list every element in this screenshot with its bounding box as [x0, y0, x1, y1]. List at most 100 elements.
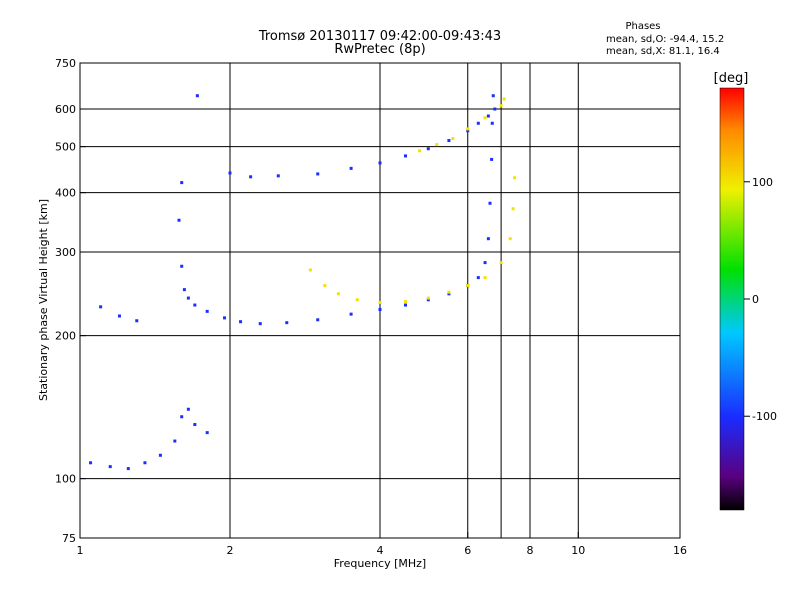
data-point [276, 174, 280, 178]
data-point [483, 261, 487, 265]
data-point [117, 314, 121, 318]
data-point [502, 97, 506, 101]
colorbar [719, 87, 745, 511]
colorbar-unit-label: [deg] [714, 71, 749, 86]
data-point [249, 175, 253, 179]
data-point [158, 453, 162, 457]
x-tick-label: 6 [464, 544, 471, 557]
data-point [447, 290, 451, 294]
data-point [143, 461, 147, 465]
data-point [349, 312, 353, 316]
grid [80, 63, 680, 538]
data-point [490, 121, 494, 125]
colorbar-tick-label: 0 [752, 293, 759, 306]
data-point [195, 94, 199, 98]
data-point [426, 298, 430, 302]
data-point [426, 147, 430, 151]
chart-subtitle: RwPretec (8p) [334, 42, 425, 57]
data-point [186, 296, 190, 300]
x-tick-label: 16 [673, 544, 687, 557]
y-tick-label: 75 [62, 532, 76, 545]
x-axis: 1 2 4 6 8 10 16 [77, 532, 687, 557]
data-point [135, 319, 139, 323]
data-point [499, 261, 503, 265]
data-point [447, 292, 451, 296]
colorbar-tick-label: -100 [752, 410, 777, 423]
data-point [403, 154, 407, 158]
data-point [316, 318, 320, 322]
data-point [239, 320, 243, 324]
data-point [108, 465, 112, 469]
data-point [466, 127, 470, 131]
y-axis: 75 100 200 300 400 500 600 750 [55, 57, 86, 545]
data-point [180, 415, 184, 419]
data-point [378, 308, 382, 312]
data-points [89, 94, 517, 471]
data-point [378, 161, 382, 165]
data-point [466, 284, 470, 288]
data-point [490, 157, 494, 161]
data-point [89, 461, 93, 465]
phases-o-stats: mean, sd,O: -94.4, 15.2 [606, 34, 724, 45]
y-tick-label: 200 [55, 330, 76, 343]
data-point [513, 176, 517, 180]
x-tick-label: 10 [571, 544, 585, 557]
y-tick-label: 100 [55, 473, 76, 486]
data-point [223, 316, 227, 320]
data-point [180, 181, 184, 185]
data-point [126, 467, 130, 471]
data-point [316, 172, 320, 176]
data-point [466, 129, 470, 133]
colorbar-ticks: 100 0 -100 [744, 176, 777, 423]
data-point [205, 431, 209, 435]
data-point [511, 207, 515, 211]
chart-title: Tromsø 20130117 09:42:00-09:43:43 [258, 29, 501, 44]
data-point [508, 237, 512, 241]
data-point [336, 292, 340, 296]
colorbar-tick-label: 100 [752, 176, 773, 189]
phases-heading: Phases [625, 21, 660, 32]
x-tick-label: 8 [527, 544, 534, 557]
data-point [205, 309, 209, 313]
data-point [476, 276, 480, 280]
data-point [451, 137, 455, 141]
data-point [447, 139, 451, 143]
data-point [177, 218, 181, 222]
data-point [285, 321, 289, 325]
data-point [228, 171, 232, 175]
y-tick-label: 500 [55, 141, 76, 154]
y-axis-label: Stationary phase Virtual Height [km] [37, 199, 50, 401]
data-point [403, 303, 407, 307]
data-point [193, 303, 197, 307]
x-axis-label: Frequency [MHz] [334, 557, 426, 570]
data-point [99, 305, 103, 309]
y-tick-label: 600 [55, 103, 76, 116]
data-point [258, 322, 262, 326]
data-point [493, 107, 497, 111]
data-point [486, 237, 490, 241]
y-tick-label: 400 [55, 187, 76, 200]
x-tick-label: 2 [227, 544, 234, 557]
x-tick-label: 4 [377, 544, 384, 557]
data-point [323, 284, 327, 288]
data-point [417, 149, 421, 153]
data-point [435, 143, 439, 147]
data-point [483, 276, 487, 280]
data-point [173, 439, 177, 443]
y-tick-label: 750 [55, 57, 76, 70]
data-point [488, 201, 492, 205]
data-point [486, 114, 490, 118]
x-tick-label: 1 [77, 544, 84, 557]
data-point [378, 300, 382, 304]
data-point [308, 268, 312, 272]
y-tick-label: 300 [55, 246, 76, 259]
data-point [182, 288, 186, 292]
data-point [355, 298, 359, 302]
phases-x-stats: mean, sd,X: 81.1, 16.4 [606, 46, 720, 57]
data-point [193, 423, 197, 427]
data-point [426, 296, 430, 300]
data-point [483, 116, 487, 120]
data-point [349, 166, 353, 170]
data-point [476, 121, 480, 125]
